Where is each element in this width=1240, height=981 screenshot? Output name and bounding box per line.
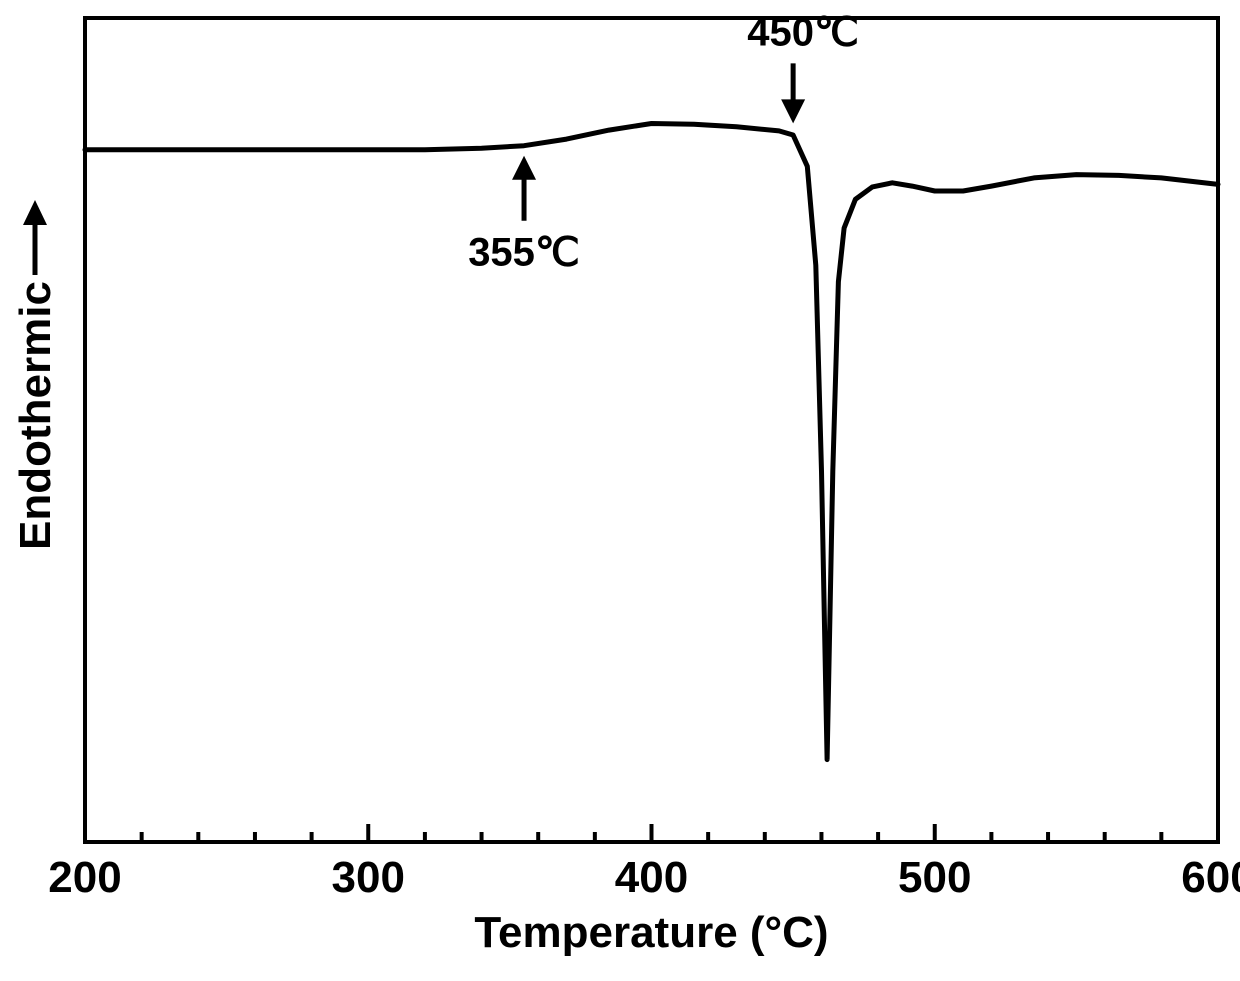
chart-svg: 200 300 400 500 600 Temperature (°C) Endotherm…: [0, 0, 1240, 981]
x-tick-label: 200: [48, 853, 121, 902]
x-axis-title: Temperature (°C): [474, 908, 828, 957]
annotation-355: 355℃: [468, 231, 580, 275]
x-tick-label: 300: [332, 853, 405, 902]
x-tick-label: 400: [615, 853, 688, 902]
dsc-chart: 200 300 400 500 600 Temperature (°C) Endotherm…: [0, 0, 1240, 981]
y-axis-title: Endothermic: [11, 281, 60, 550]
annotation-450: 450℃: [747, 10, 859, 54]
x-tick-label: 500: [898, 853, 971, 902]
x-tick-label: 600: [1181, 853, 1240, 902]
